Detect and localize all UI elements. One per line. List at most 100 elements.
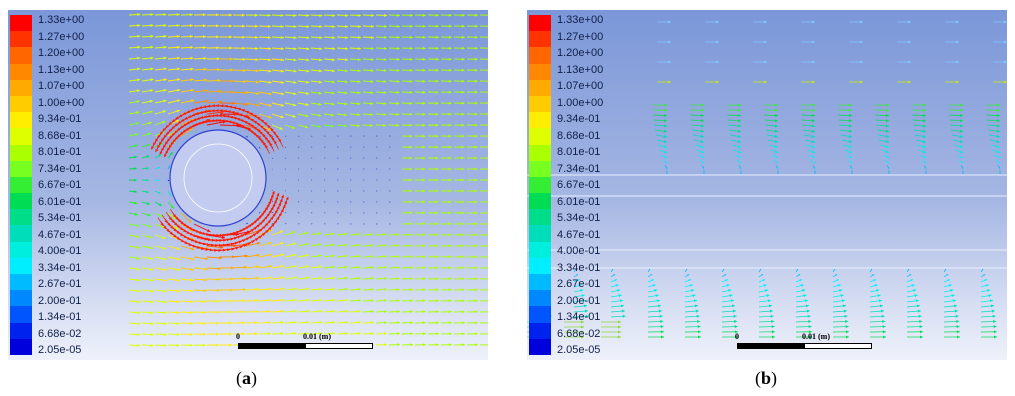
vector-head <box>281 194 284 199</box>
vector-head <box>461 310 465 314</box>
vector-head <box>357 243 361 247</box>
vector-head <box>209 248 213 252</box>
vector-head <box>762 279 765 282</box>
vector-head <box>435 101 439 105</box>
vector-head <box>260 125 264 129</box>
vector-head <box>176 109 180 113</box>
vector-head <box>774 119 778 123</box>
vector-head <box>577 279 580 282</box>
vector-head <box>383 101 387 105</box>
vector-head <box>909 274 912 276</box>
vector-head <box>306 36 310 40</box>
vector-head <box>162 144 166 148</box>
vector-head <box>204 267 208 271</box>
vector-head <box>170 141 174 145</box>
velocity-vector-plot-a: 1.33e+00 1.27e+00 1.20e+00 1.13e+00 1.07e+00… <box>8 10 488 360</box>
vector-head <box>702 161 704 164</box>
vector-head <box>396 310 400 314</box>
vector-head <box>383 288 387 292</box>
vector-head <box>318 243 322 247</box>
vector-head <box>739 167 741 169</box>
vector-head <box>134 144 138 148</box>
vector-head <box>370 332 375 336</box>
vector-head <box>214 243 218 247</box>
vector-head <box>811 129 815 133</box>
legend-label: 1.00e+00 <box>557 96 604 109</box>
vector-head <box>959 124 963 128</box>
vector-head <box>959 134 963 138</box>
vector-head <box>135 223 139 227</box>
legend-swatch <box>10 160 32 177</box>
vector-head <box>150 332 154 336</box>
vector-head <box>268 58 272 62</box>
vector-head <box>396 277 400 281</box>
vector-head <box>190 267 194 271</box>
vector-head <box>396 46 400 50</box>
vector-head <box>776 167 778 169</box>
vector-head <box>771 319 775 323</box>
vector-head <box>244 254 248 258</box>
vector-head <box>220 110 224 114</box>
vector-head <box>149 99 153 103</box>
vector-head <box>836 279 839 282</box>
vector-head <box>163 267 167 271</box>
vector-head <box>922 150 926 154</box>
vector-head <box>204 257 209 261</box>
vector-head <box>276 134 280 139</box>
vector-head <box>343 124 348 128</box>
legend-swatch <box>529 290 551 307</box>
vector-head <box>268 287 272 291</box>
vector-head <box>306 58 310 62</box>
vector-head <box>697 325 701 329</box>
vector-head <box>319 309 323 313</box>
vector-head <box>960 155 963 159</box>
vector-head <box>150 67 154 71</box>
vector-head <box>190 119 195 122</box>
vector-head <box>256 265 260 269</box>
vector-head <box>422 255 426 259</box>
vector-head <box>585 314 589 318</box>
vector-head <box>435 123 439 127</box>
vector-head <box>422 156 426 160</box>
vector-head <box>227 243 231 247</box>
vector-head <box>700 145 704 149</box>
vector-head <box>150 34 154 38</box>
vector-head <box>734 325 738 329</box>
vector-head <box>280 332 284 336</box>
vector-head <box>732 309 736 313</box>
vector-head <box>160 214 164 218</box>
vector-head <box>233 106 237 110</box>
vector-head <box>800 284 804 287</box>
vector-head <box>668 40 671 44</box>
vector-head <box>922 119 926 123</box>
vector-head <box>234 122 239 126</box>
vector-head <box>254 126 258 130</box>
velocity-vector <box>206 121 227 126</box>
vector-head <box>950 289 954 293</box>
vector-head <box>396 68 400 72</box>
vector-head <box>190 45 194 49</box>
legend-label: 1.00e+00 <box>38 96 85 109</box>
vector-head <box>738 103 741 107</box>
legend-label: 1.34e-01 <box>38 311 82 323</box>
legend-swatch <box>10 209 32 226</box>
vector-head <box>229 24 233 28</box>
vector-head <box>216 299 220 303</box>
vector-head <box>919 330 923 334</box>
vector-head <box>474 35 478 39</box>
vector-head <box>216 104 220 108</box>
vector-head <box>996 108 1000 112</box>
vector-head <box>409 24 413 28</box>
vector-head <box>169 231 173 235</box>
vector-head <box>239 113 243 117</box>
vector-head <box>170 205 174 209</box>
vector-head <box>383 68 387 72</box>
vector-head <box>190 278 194 282</box>
vector-head <box>370 91 374 95</box>
vector-head <box>207 238 212 242</box>
vector-head <box>216 46 220 50</box>
vector-head <box>255 310 259 314</box>
vector-head <box>383 277 387 281</box>
vector-head <box>737 119 741 123</box>
vector-head <box>242 228 246 232</box>
